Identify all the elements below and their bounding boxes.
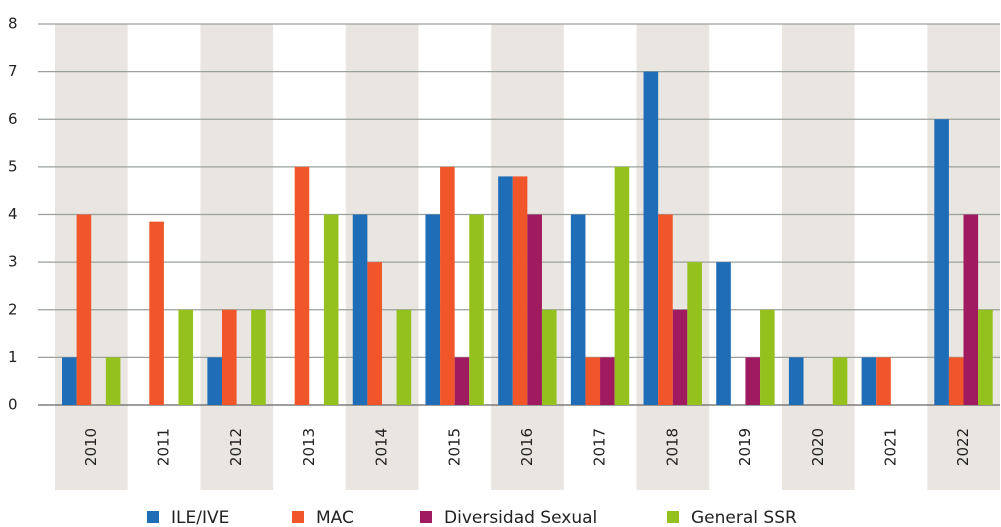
band-shade (200, 24, 274, 490)
x-tick-label: 2020 (809, 428, 827, 466)
bar (963, 214, 979, 405)
x-tick-label: 2022 (954, 428, 972, 466)
legend-label: Diversidad Sexual (444, 508, 597, 527)
bar (207, 357, 222, 405)
x-tick-label: 2021 (881, 428, 899, 466)
y-tick-label: 6 (8, 110, 18, 128)
bar (425, 214, 441, 405)
bar (832, 357, 848, 405)
bar (585, 357, 601, 405)
bar (440, 166, 455, 405)
bar (978, 309, 993, 405)
x-tick-label: 2019 (736, 428, 754, 466)
bar (716, 262, 731, 405)
bar (600, 357, 615, 405)
bar (251, 309, 266, 405)
band-shade (781, 24, 855, 490)
bar (105, 357, 121, 405)
bar (643, 71, 659, 405)
y-tick-label: 0 (8, 396, 18, 414)
y-tick-label: 8 (8, 15, 18, 33)
x-tick-label: 2018 (663, 428, 681, 466)
bar (469, 214, 484, 405)
legend-swatch (147, 511, 159, 523)
legend-swatch (292, 511, 304, 523)
bar (948, 357, 964, 405)
y-tick-label: 2 (8, 300, 18, 318)
x-tick-label: 2010 (82, 428, 100, 466)
x-tick-label: 2016 (518, 428, 536, 466)
bar (498, 176, 513, 405)
bar (149, 221, 164, 405)
bar (367, 262, 382, 405)
legend-label: ILE/IVE (171, 508, 229, 527)
x-tick-label: 2011 (155, 428, 173, 466)
bar (294, 166, 310, 405)
y-tick-label: 5 (8, 157, 18, 175)
bar (352, 214, 368, 405)
bar (541, 309, 557, 405)
x-tick-label: 2015 (445, 428, 463, 466)
bar (934, 119, 949, 405)
y-tick-label: 3 (8, 253, 18, 271)
bar (745, 357, 761, 405)
bar (221, 309, 237, 405)
y-tick-label: 7 (8, 62, 18, 80)
bar (861, 357, 877, 405)
bar (527, 214, 542, 405)
band-shade (55, 24, 128, 490)
x-tick-label: 2014 (373, 428, 391, 466)
legend-swatch (667, 511, 679, 523)
x-tick-label: 2012 (227, 428, 245, 466)
bar (788, 357, 804, 405)
bar (323, 214, 339, 405)
bar (614, 166, 630, 405)
bar (687, 262, 702, 405)
bar (62, 357, 77, 405)
y-tick-label: 4 (8, 205, 18, 223)
y-tick-label: 1 (8, 348, 18, 366)
bar (658, 214, 673, 405)
bar (570, 214, 586, 405)
x-tick-label: 2013 (300, 428, 318, 466)
legend-swatch (420, 511, 432, 523)
bar (76, 214, 92, 405)
legend-label: General SSR (691, 508, 797, 527)
x-tick-label: 2017 (591, 428, 609, 466)
legend-label: MAC (316, 508, 354, 527)
bar (760, 309, 775, 405)
bar (454, 357, 470, 405)
bar (512, 176, 528, 405)
bar (876, 357, 891, 405)
bar (396, 309, 412, 405)
bar (672, 309, 688, 405)
bar (178, 309, 194, 405)
